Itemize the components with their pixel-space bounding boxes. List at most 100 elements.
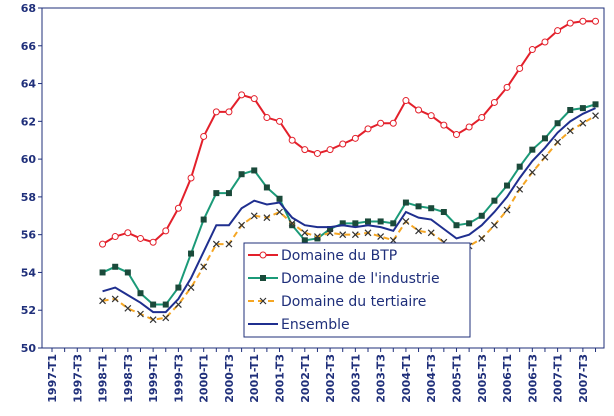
data-point	[528, 168, 536, 176]
data-point	[175, 284, 182, 291]
data-point	[452, 131, 460, 139]
data-point	[112, 263, 119, 270]
data-point	[288, 219, 296, 227]
data-point	[364, 229, 372, 237]
data-point	[592, 112, 599, 120]
data-point	[554, 138, 562, 146]
y-tick-label: 62	[21, 115, 36, 128]
data-point	[174, 204, 182, 212]
x-tick-label: 2006-T1	[501, 354, 514, 403]
series-line	[102, 107, 596, 314]
data-point	[428, 205, 435, 212]
data-point	[276, 195, 283, 202]
data-point	[213, 190, 220, 197]
x-tick-label: 1999-T1	[147, 354, 160, 403]
y-tick-label: 60	[21, 153, 37, 166]
data-point	[301, 237, 308, 244]
y-tick-label: 66	[21, 40, 37, 53]
data-point	[136, 234, 144, 242]
data-point	[402, 218, 410, 225]
y-tick-label: 58	[21, 191, 36, 204]
data-point	[541, 153, 549, 161]
data-point	[200, 216, 207, 223]
data-point	[592, 17, 600, 25]
data-point	[377, 233, 385, 240]
y-tick-label: 64	[21, 78, 37, 91]
data-point	[390, 220, 397, 227]
data-point	[326, 229, 334, 237]
x-tick-label: 2007-T3	[577, 354, 590, 403]
data-point	[289, 222, 296, 229]
data-point	[478, 235, 486, 242]
data-point	[402, 199, 409, 206]
data-point	[212, 240, 220, 248]
data-point	[554, 27, 562, 35]
legend-label: Domaine du tertiaire	[281, 294, 426, 310]
data-point	[150, 301, 157, 308]
data-point	[516, 163, 523, 170]
data-point	[339, 140, 347, 148]
data-point	[566, 19, 574, 27]
x-tick-label: 1997-T3	[71, 354, 84, 403]
data-point	[99, 297, 106, 305]
data-point	[301, 146, 309, 154]
data-point	[225, 190, 232, 197]
data-point	[238, 91, 246, 99]
x-tick-label: 2000-T1	[198, 354, 211, 403]
data-point	[301, 229, 309, 237]
data-point	[579, 105, 586, 112]
legend-marker	[259, 297, 267, 305]
data-point	[188, 250, 195, 257]
x-tick-label: 1998-T1	[97, 354, 110, 403]
x-tick-label: 2002-T3	[324, 354, 337, 403]
plot-frame	[41, 7, 605, 349]
data-point	[389, 119, 397, 127]
legend-box	[243, 242, 471, 338]
data-point	[124, 229, 132, 237]
y-tick-label: 52	[21, 304, 36, 317]
data-point	[351, 134, 359, 142]
data-point	[365, 218, 371, 225]
data-point	[503, 206, 511, 214]
data-point	[478, 114, 486, 122]
series-line	[102, 103, 596, 306]
data-point	[491, 197, 498, 204]
x-tick-label: 2004-T1	[400, 354, 413, 403]
data-point	[314, 235, 321, 242]
data-point	[225, 240, 233, 248]
data-point	[187, 174, 195, 182]
data-point	[238, 221, 246, 229]
data-point	[200, 263, 208, 271]
data-point	[276, 208, 283, 216]
data-point	[276, 117, 284, 125]
x-tick-label: 1998-T3	[122, 354, 135, 403]
data-point	[200, 132, 208, 140]
data-point	[541, 38, 549, 46]
legend-marker	[260, 275, 266, 281]
data-point	[567, 107, 574, 113]
x-tick-label: 2005-T3	[476, 354, 489, 403]
data-point	[415, 106, 423, 114]
data-point	[415, 203, 422, 210]
x-tick-label: 2004-T3	[425, 354, 438, 403]
data-point	[478, 212, 485, 219]
data-point	[427, 229, 435, 237]
x-tick-label: 2000-T3	[223, 354, 236, 403]
data-point	[528, 46, 536, 54]
data-point	[137, 310, 144, 318]
series-line	[102, 114, 597, 321]
data-point	[440, 209, 447, 215]
data-point	[541, 135, 548, 142]
x-tick-label: 2003-T1	[349, 354, 362, 403]
data-point	[415, 227, 422, 235]
x-tick-label: 2001-T3	[274, 354, 287, 403]
data-point	[554, 120, 561, 127]
data-point	[377, 119, 385, 127]
data-point	[162, 227, 170, 235]
data-point	[313, 149, 321, 157]
data-point	[250, 212, 258, 220]
x-tick-label: 2001-T1	[248, 354, 261, 403]
legend-label: Ensemble	[281, 317, 350, 333]
data-point	[352, 220, 359, 227]
data-point	[149, 316, 157, 324]
